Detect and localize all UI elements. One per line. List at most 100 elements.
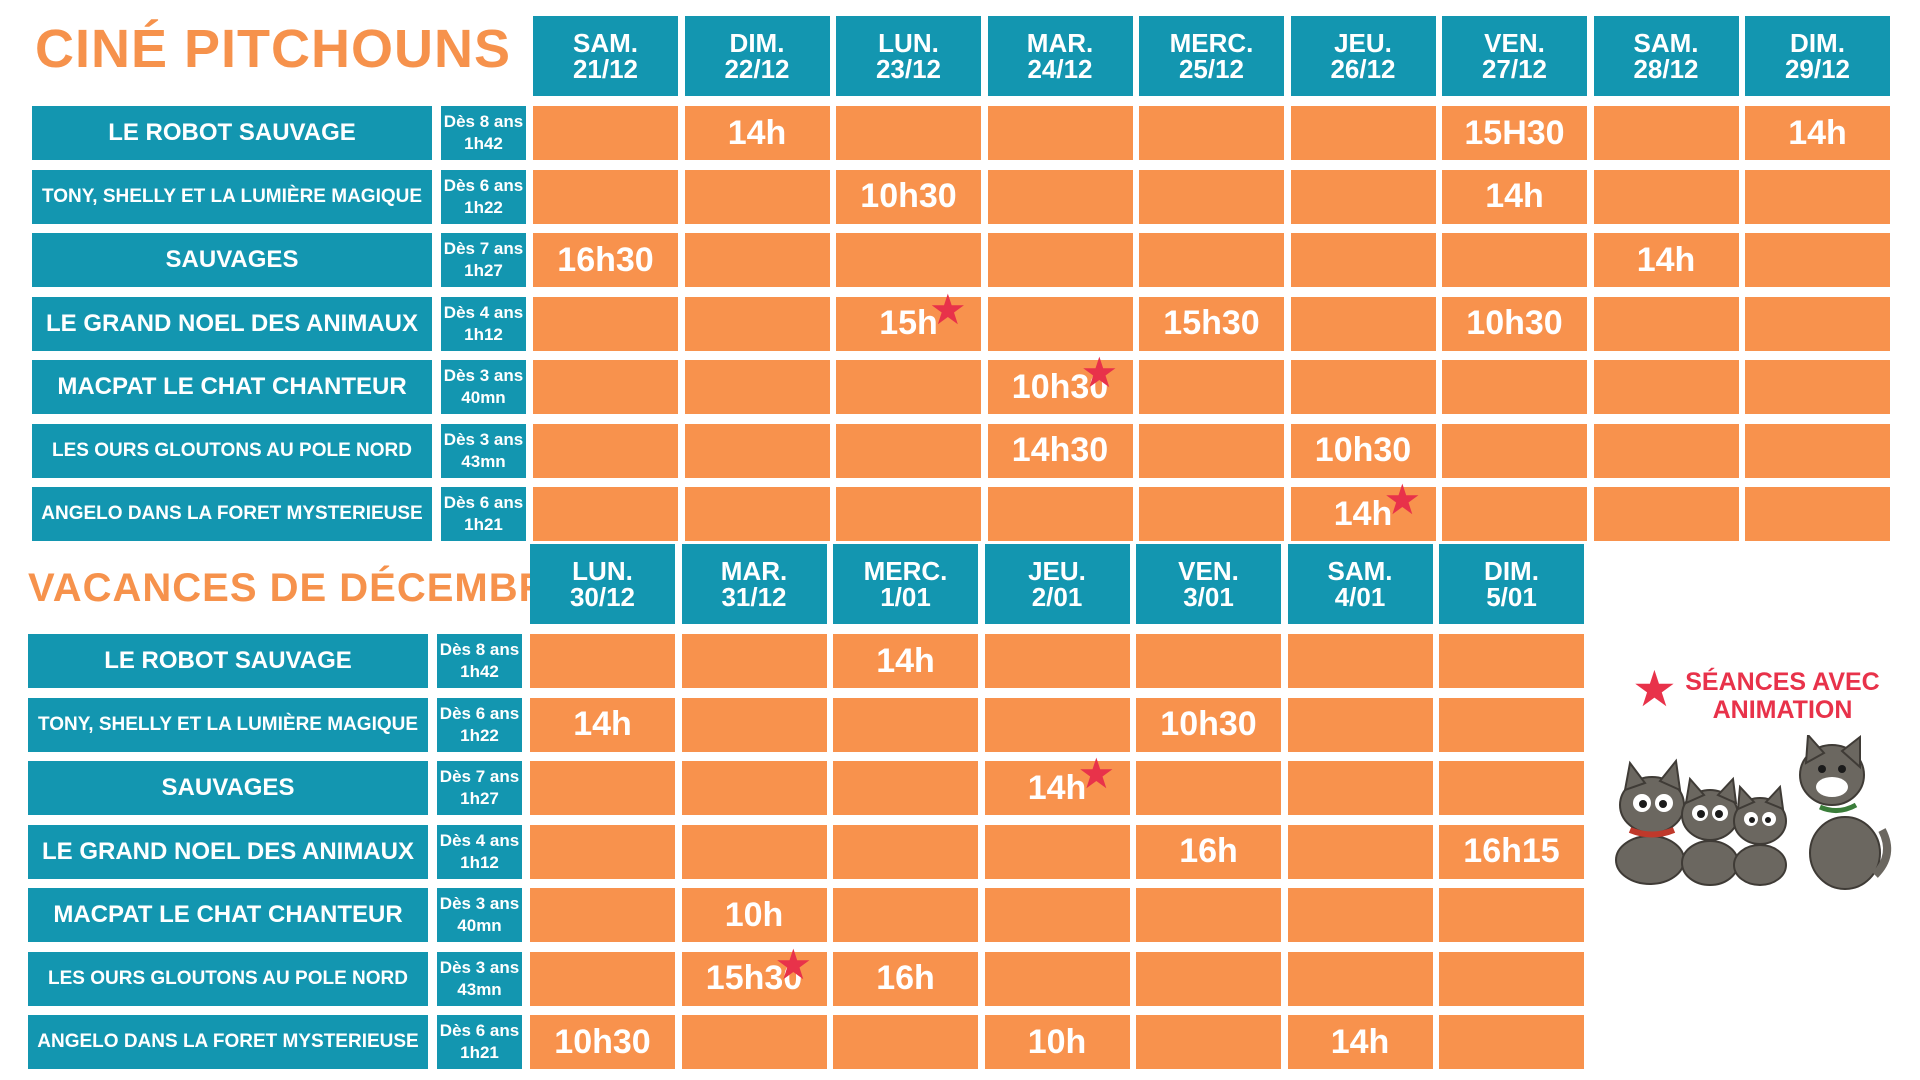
showtime-cell <box>681 1015 827 1069</box>
showtime-cell <box>681 824 827 879</box>
day-name: LUN. <box>878 28 939 58</box>
star-icon: ★ <box>929 285 967 333</box>
showtime-cell <box>1439 634 1584 688</box>
film-info: Dès 3 ans 43mn <box>441 423 526 478</box>
film-duration: 1h12 <box>464 324 503 344</box>
showtime-cell: 10h30 <box>1136 697 1281 752</box>
film-duration: 1h22 <box>460 725 499 745</box>
showtime-cell <box>1439 697 1584 752</box>
day-date: 28/12 <box>1633 54 1699 84</box>
showtime-cell <box>1745 360 1890 414</box>
film-title: LE ROBOT SAUVAGE <box>28 634 428 688</box>
film-duration: 40mn <box>457 916 502 935</box>
section-title-cine-pitchouns: CINÉ PITCHOUNS <box>35 19 512 79</box>
showtime-cell <box>684 423 830 478</box>
showtime-cell <box>1290 360 1436 414</box>
showtime-cell <box>1593 106 1739 160</box>
day-header: JEU. 2/01 <box>984 544 1130 624</box>
showtime-cell <box>1287 888 1433 942</box>
showtime-cell <box>1745 296 1890 351</box>
day-date: 5/01 <box>1486 582 1537 612</box>
showtime-cell <box>1290 296 1436 351</box>
day-header: MAR. 31/12 <box>681 544 827 624</box>
film-duration: 1h42 <box>460 662 499 681</box>
day-header: SAM. 4/01 <box>1287 544 1433 624</box>
showtime-cell: 14h <box>984 761 1130 815</box>
showtime-cell <box>836 423 981 478</box>
showtime-cell <box>684 487 830 541</box>
age-rating: Dès 3 ans <box>443 366 524 385</box>
film-info: Dès 7 ans 1h27 <box>437 761 522 815</box>
showtime-cell <box>1139 233 1284 287</box>
showtime-cell <box>836 233 981 287</box>
showtime-cell <box>1442 423 1587 478</box>
film-info: Dès 4 ans 1h12 <box>441 296 526 351</box>
showtime-cell <box>681 761 827 815</box>
showtime-cell <box>1287 634 1433 688</box>
day-name: DIM. <box>1484 556 1539 586</box>
showtime-cell: 14h <box>1745 106 1890 160</box>
day-date: 3/01 <box>1183 582 1234 612</box>
cats-illustration <box>1615 735 1892 890</box>
showtime-cell <box>1287 951 1433 1006</box>
day-header: JEU. 26/12 <box>1290 16 1436 96</box>
showtime-cell <box>684 169 830 224</box>
day-header: DIM. 22/12 <box>684 16 830 96</box>
film-info: Dès 3 ans 40mn <box>437 888 522 942</box>
day-name: MAR. <box>720 556 788 586</box>
showtime-cell: 10h30 <box>836 169 981 224</box>
star-icon: ★ <box>1080 349 1119 396</box>
film-info: Dès 6 ans 1h21 <box>441 487 526 541</box>
showtime-cell <box>1442 360 1587 414</box>
showtime-cell <box>1287 697 1433 752</box>
age-rating: Dès 7 ans <box>439 767 520 786</box>
day-header: VEN. 3/01 <box>1136 544 1281 624</box>
film-title: SAUVAGES <box>32 233 432 287</box>
legend-line-1: SÉANCES AVEC <box>1685 668 1880 696</box>
day-date: 2/01 <box>1031 582 1083 612</box>
showtime-cell <box>533 423 678 478</box>
showtime-cell: 10h30 <box>987 360 1133 414</box>
showtime-cell <box>1290 169 1436 224</box>
film-duration: 43mn <box>457 979 502 999</box>
film-title: LE ROBOT SAUVAGE <box>32 106 432 160</box>
legend-line-2: ANIMATION <box>1712 696 1853 724</box>
film-info: Dès 6 ans 1h22 <box>441 169 526 224</box>
film-info: Dès 4 ans 1h12 <box>437 824 522 879</box>
film-duration: 1h42 <box>464 134 503 153</box>
showtime-cell: 15h30 <box>1139 296 1284 351</box>
showtime-cell <box>833 888 978 942</box>
age-rating: Dès 6 ans <box>439 703 520 723</box>
day-header: LUN. 23/12 <box>836 16 981 96</box>
film-duration: 1h22 <box>464 197 503 217</box>
showtime-cell <box>684 360 830 414</box>
film-title: MACPAT LE CHAT CHANTEUR <box>28 888 428 942</box>
showtime-cell: 15h <box>836 296 981 351</box>
film-duration: 1h27 <box>464 261 503 280</box>
film-duration: 43mn <box>461 451 506 471</box>
day-header: SAM. 21/12 <box>533 16 678 96</box>
showtime-cell: 10h30 <box>1442 296 1587 351</box>
showtime-cell <box>1439 1015 1584 1069</box>
showtime-cell: 14h <box>1593 233 1739 287</box>
day-name: JEU. <box>1334 28 1392 58</box>
showtime-cell <box>1139 360 1284 414</box>
showtime-cell <box>1593 487 1739 541</box>
film-duration: 1h21 <box>464 515 503 534</box>
day-date: 25/12 <box>1178 54 1245 84</box>
showtime-cell <box>1593 423 1739 478</box>
age-rating: Dès 8 ans <box>439 640 520 659</box>
showtime-cell <box>836 487 981 541</box>
film-info: Dès 8 ans 1h42 <box>441 106 526 160</box>
showtime-cell <box>836 106 981 160</box>
showtime-cell <box>681 634 827 688</box>
section-title-vacances: VACANCES DE DÉCEMBRE <box>28 566 577 610</box>
age-rating: Dès 6 ans <box>439 1021 520 1040</box>
showtime-cell <box>833 761 978 815</box>
film-title: TONY, SHELLY ET LA LUMIÈRE MAGIQUE <box>32 169 432 224</box>
showtime-cell: 16h30 <box>533 233 678 287</box>
showtime-cell <box>1439 761 1584 815</box>
showtime-cell: 16h <box>1136 824 1281 879</box>
showtime-cell <box>681 697 827 752</box>
showtime-cell <box>530 951 675 1006</box>
